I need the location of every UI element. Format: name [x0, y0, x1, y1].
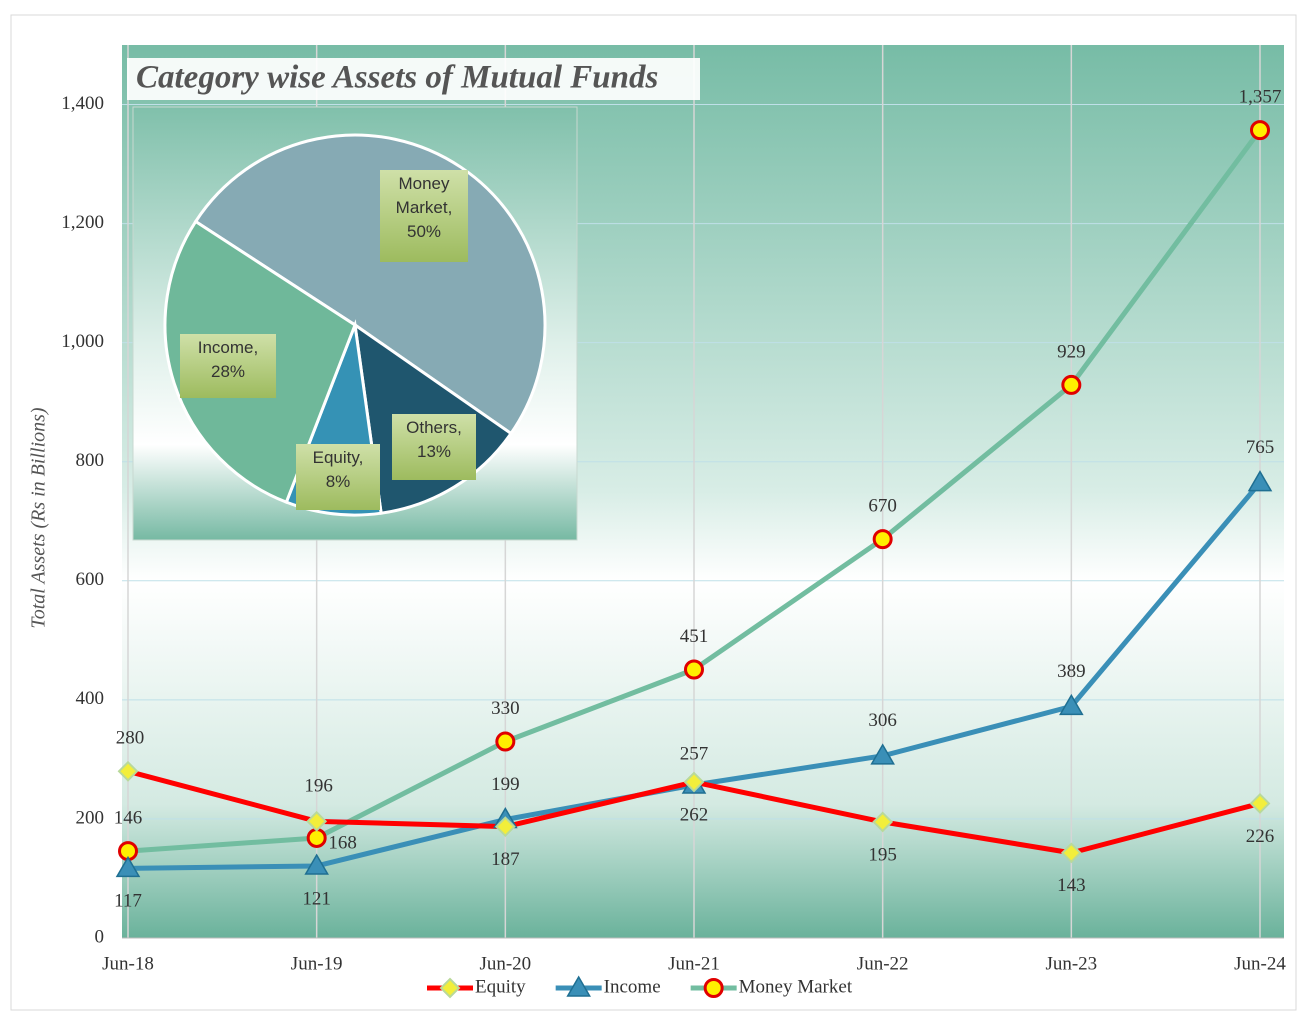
- marker-circle: [703, 978, 724, 998]
- data-label: 195: [868, 844, 897, 865]
- marker-circle: [872, 529, 893, 550]
- legend-label: Money Market: [739, 976, 853, 997]
- marker-diamond: [494, 816, 516, 838]
- marker-circle: [495, 731, 516, 752]
- x-tick-label: Jun-21: [668, 953, 720, 974]
- x-tick-label: Jun-19: [291, 953, 343, 974]
- data-label: 306: [868, 710, 897, 731]
- marker-triangle: [566, 975, 591, 997]
- pie-label: Income, 28%: [180, 334, 276, 398]
- data-label: 451: [680, 626, 709, 647]
- marker-diamond: [117, 760, 139, 782]
- data-label: 196: [304, 776, 333, 797]
- data-label: 262: [680, 804, 709, 825]
- marker-diamond: [683, 771, 705, 793]
- data-label: 257: [680, 743, 709, 764]
- data-label: 117: [114, 891, 142, 912]
- pie-label-box: Money Market, 50%: [380, 170, 468, 262]
- pie-label: Money Market, 50%: [380, 170, 468, 262]
- data-label: 1,357: [1239, 86, 1282, 107]
- legend-label: Income: [604, 976, 661, 997]
- pie-label: Others, 13%: [392, 414, 476, 480]
- data-label: 929: [1057, 341, 1086, 362]
- marker-diamond: [439, 977, 461, 999]
- data-label: 146: [114, 807, 143, 828]
- y-tick-label: 1,200: [61, 212, 104, 233]
- pie-label: Equity, 8%: [296, 444, 380, 510]
- x-tick-label: Jun-18: [102, 953, 154, 974]
- legend-label: Equity: [475, 976, 526, 997]
- data-label: 389: [1057, 661, 1086, 682]
- y-tick-label: 200: [76, 807, 105, 828]
- pie-label-box: Others, 13%: [392, 414, 476, 480]
- data-label: 330: [491, 698, 520, 719]
- x-tick-label: Jun-22: [857, 953, 909, 974]
- data-label: 121: [302, 888, 331, 909]
- data-label: 280: [116, 728, 145, 749]
- data-label: 765: [1246, 437, 1275, 458]
- marker-triangle: [1059, 693, 1084, 716]
- marker-circle: [306, 827, 327, 848]
- marker-triangle: [870, 743, 895, 765]
- data-label: 199: [491, 774, 520, 795]
- data-label: 168: [328, 832, 357, 853]
- marker-triangle: [304, 853, 329, 875]
- marker-triangle: [1247, 470, 1273, 492]
- chart-title: Category wise Assets of Mutual Funds: [136, 60, 658, 96]
- marker-diamond: [306, 810, 328, 832]
- y-tick-label: 0: [95, 926, 105, 947]
- frame: [10, 14, 1297, 1011]
- marker-triangle: [115, 855, 141, 878]
- y-tick-label: 400: [76, 688, 105, 709]
- pie-label-box: Equity, 8%: [296, 444, 380, 510]
- marker-circle: [684, 659, 704, 680]
- title-box: [127, 58, 700, 100]
- marker-circle: [1250, 120, 1270, 141]
- y-tick-label: 600: [76, 569, 105, 590]
- marker-circle: [1061, 374, 1082, 395]
- data-label: 187: [491, 849, 520, 870]
- x-tick-label: Jun-20: [479, 953, 531, 974]
- y-tick-label: 1,400: [61, 93, 104, 114]
- y-tick-label: 1,000: [61, 331, 104, 352]
- data-label: 670: [868, 495, 897, 516]
- x-tick-label: Jun-23: [1045, 953, 1097, 974]
- marker-diamond: [1060, 842, 1082, 864]
- marker-diamond: [1249, 793, 1271, 814]
- data-label: 143: [1057, 875, 1086, 896]
- marker-diamond: [872, 811, 894, 833]
- y-axis-label: Total Assets (Rs in Billions): [28, 407, 50, 628]
- pie-label-box: Income, 28%: [180, 334, 276, 398]
- x-tick-label: Jun-24: [1234, 953, 1286, 974]
- y-tick-label: 800: [76, 450, 105, 471]
- data-label: 226: [1246, 826, 1275, 847]
